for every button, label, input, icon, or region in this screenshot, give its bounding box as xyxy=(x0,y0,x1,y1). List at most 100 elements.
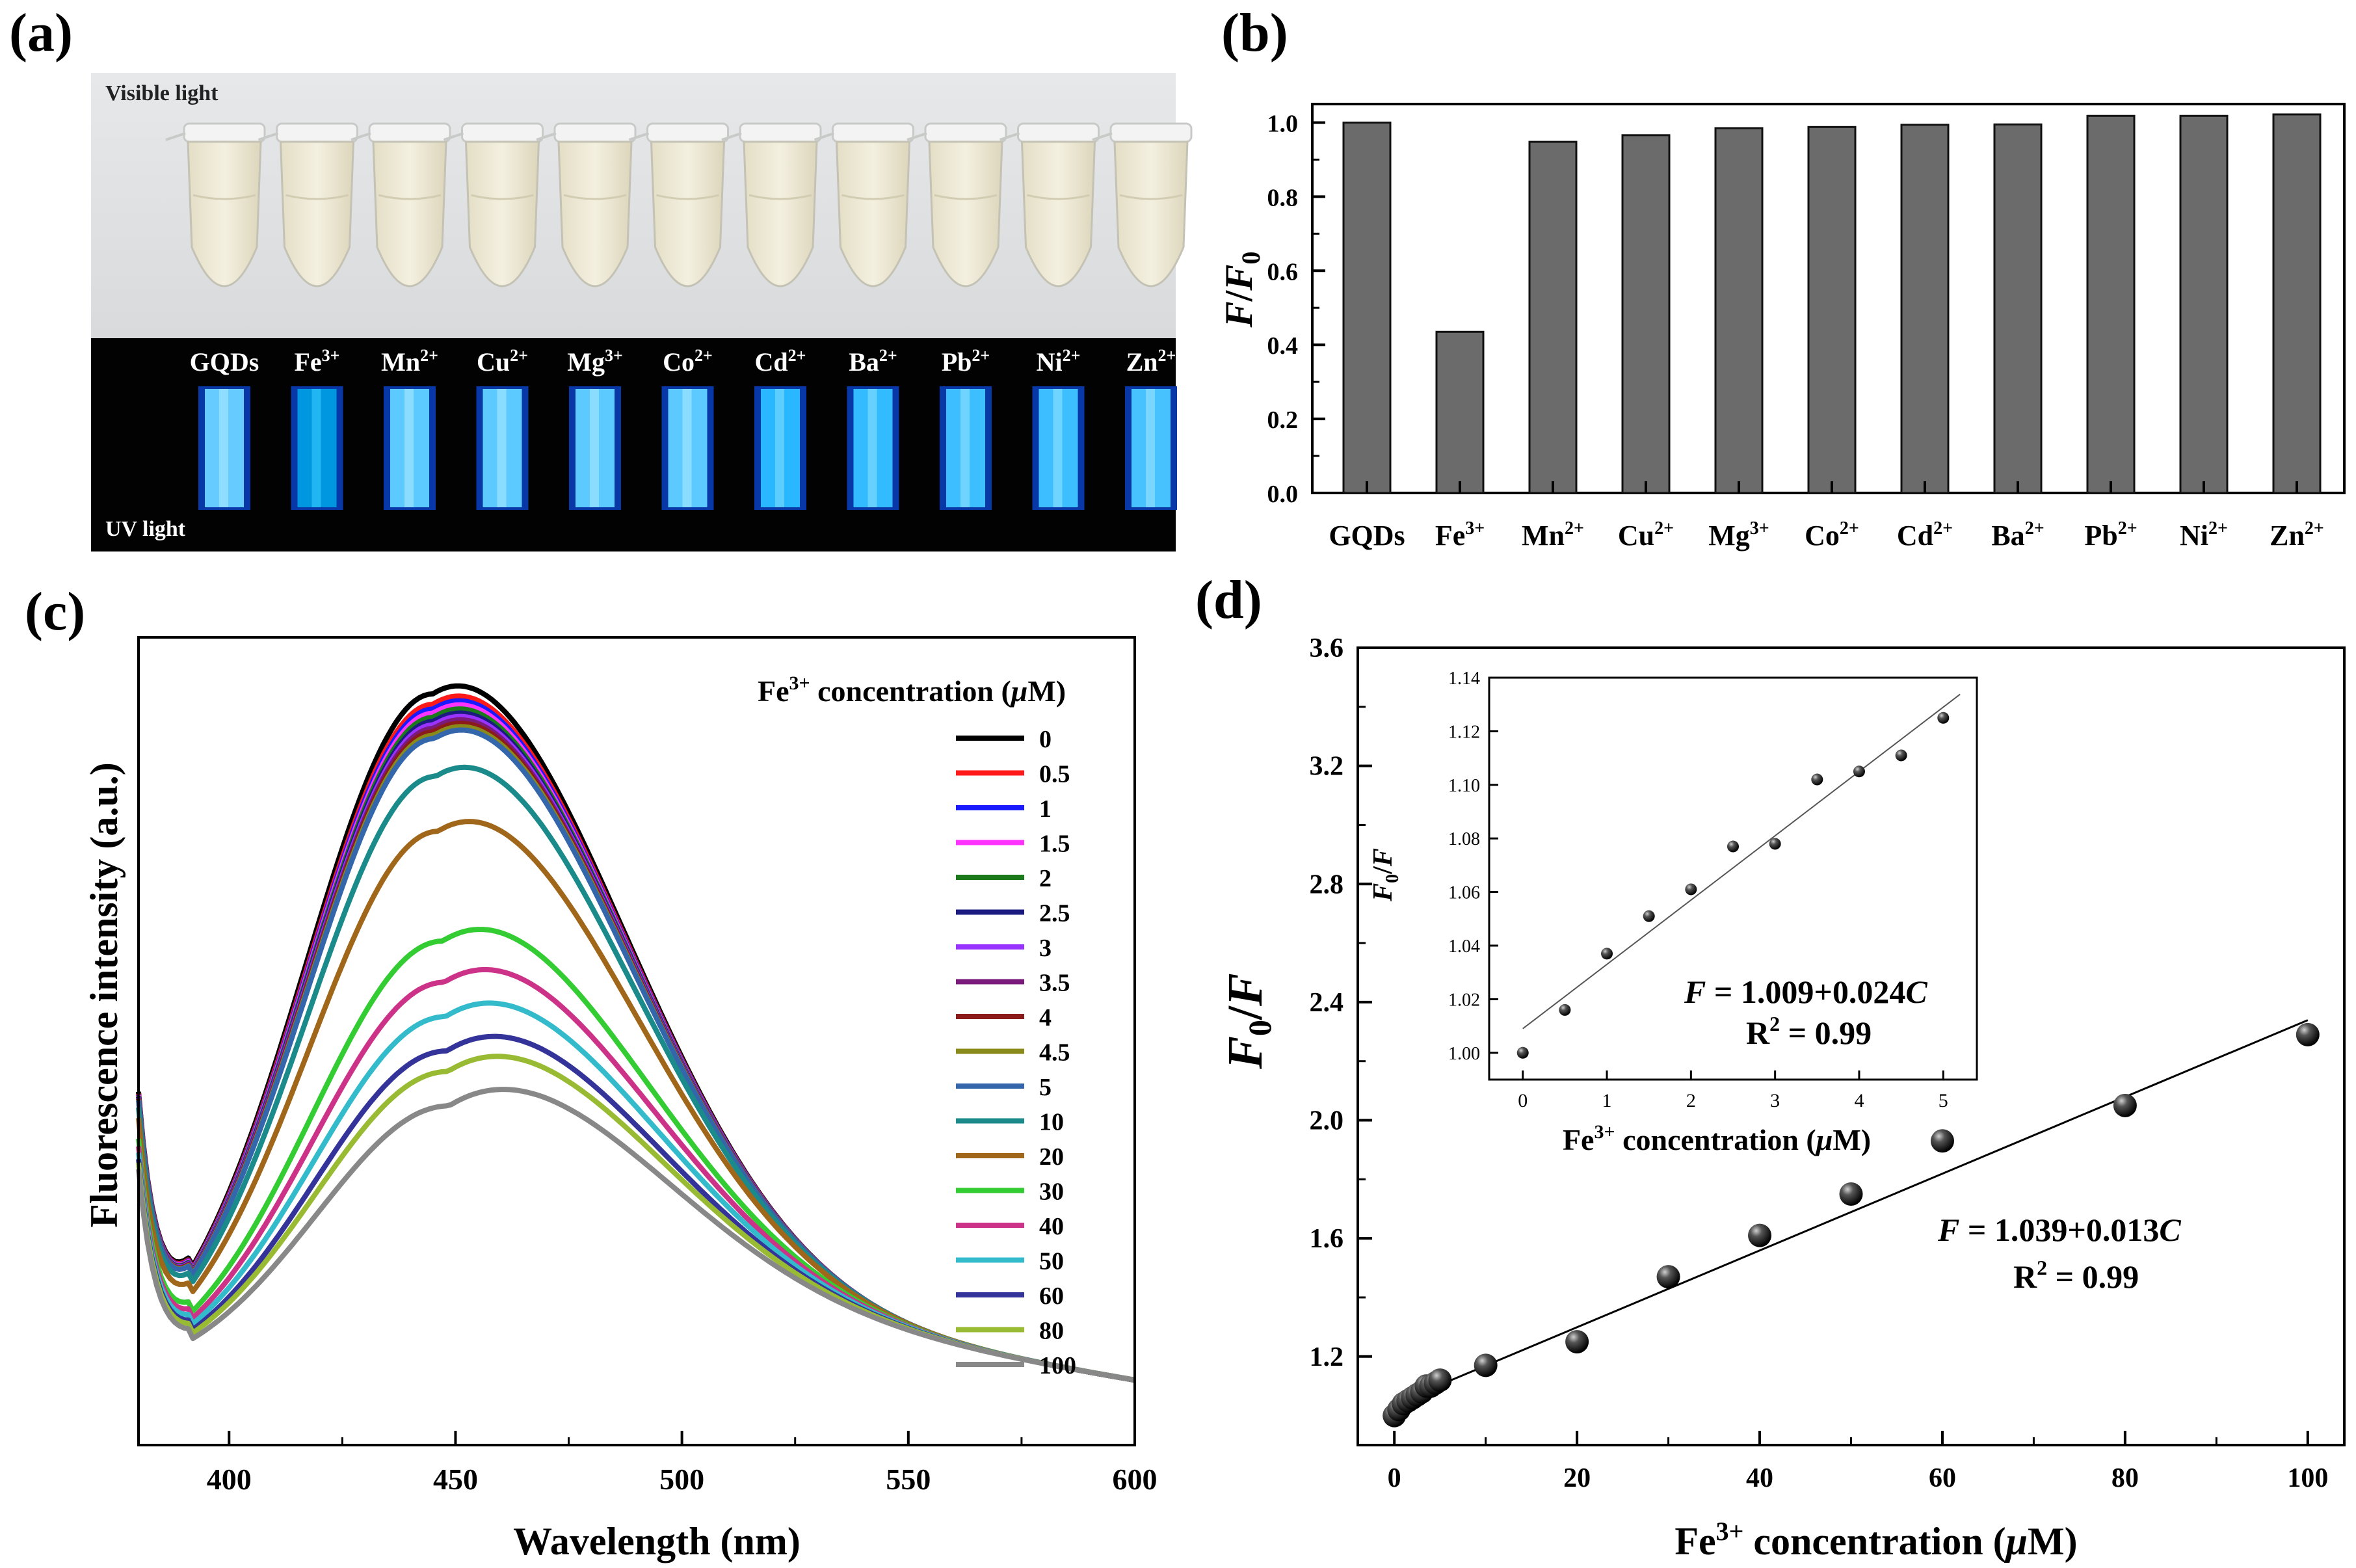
scatter-r2-sup: 2 xyxy=(2037,1256,2047,1279)
scatter-ylabel-f: F xyxy=(1218,973,1273,1007)
tube-6 xyxy=(721,122,822,287)
tube-cap xyxy=(646,122,729,143)
tube-meniscus xyxy=(748,194,812,200)
inset-ylabel: F0/F xyxy=(1368,848,1403,902)
bar-xtick-label-0: GQDs xyxy=(1329,520,1405,551)
scatter-xtick-label: 0 xyxy=(1388,1463,1401,1493)
uv-label-4-sup: 3+ xyxy=(605,346,623,365)
scatter-r2-pre: R xyxy=(2013,1258,2037,1295)
scatter-xlabel-sup: 3+ xyxy=(1716,1517,1744,1546)
uv-label-2: Mn2+ xyxy=(381,346,438,377)
bar-4 xyxy=(1714,127,1764,494)
tube-meniscus xyxy=(378,194,442,200)
legend-label-2: 2 xyxy=(1039,865,1052,892)
bar-ytick-label: 1.0 xyxy=(1267,110,1299,137)
inset-xlabel-post: concentration ( xyxy=(1615,1123,1816,1156)
uv-tube-highlight xyxy=(682,389,692,507)
spectra-ylabel: Fluorescence intensity (a.u.) xyxy=(83,762,126,1227)
tube-body xyxy=(279,140,355,287)
scatter-ytick-label: 3.2 xyxy=(1310,752,1344,782)
scatter-fit-line xyxy=(1394,1019,2309,1405)
tube-meniscus xyxy=(563,194,627,200)
scatter-point-10 xyxy=(1428,1368,1452,1392)
spectra-xtick-label: 500 xyxy=(659,1463,704,1496)
tube-hinge xyxy=(165,132,186,141)
uv-tube-highlight xyxy=(1146,389,1155,507)
scatter-eq-c: C xyxy=(2159,1212,2181,1248)
legend-title-unit: M) xyxy=(1027,674,1066,708)
scatter-ytick-label: 2.4 xyxy=(1310,988,1344,1018)
panel-label-a: (a) xyxy=(9,3,73,63)
tube-10 xyxy=(1092,122,1193,287)
scatter-xlabel-pre: Fe xyxy=(1674,1520,1715,1563)
scatter-eq-f: F xyxy=(1937,1212,1959,1248)
inset-xlabel-pre: Fe xyxy=(1563,1123,1595,1156)
tube-5 xyxy=(628,122,729,287)
uv-label-10-base: Zn xyxy=(1126,347,1158,377)
legend-label-40: 40 xyxy=(1039,1213,1064,1240)
inset-point-1 xyxy=(1559,1003,1571,1016)
inset-plot-frame xyxy=(1488,676,1978,1081)
inset-axes: 0 1 2 3 4 5 1.00 1.02 1.04 1.06 1.08 1.10 1.12 1.14 xyxy=(1448,669,1978,1111)
uv-label-5-sup: 2+ xyxy=(695,346,713,365)
uv-tube-highlight xyxy=(590,389,599,507)
bar-3 xyxy=(1621,134,1671,494)
tube-cap xyxy=(553,122,637,143)
legend-label-5: 5 xyxy=(1039,1074,1052,1101)
tube-cap xyxy=(276,122,358,143)
scatter-equation: F = 1.039+0.013C xyxy=(1937,1212,2181,1248)
bar-xtick-label-2-base: Mn xyxy=(1522,520,1565,551)
uv-label-7: Ba2+ xyxy=(849,346,897,377)
tube-4 xyxy=(536,122,637,287)
bar-9 xyxy=(2179,114,2229,494)
bar-xtick-label-2-sup: 2+ xyxy=(1565,518,1584,538)
tube-9 xyxy=(999,122,1100,287)
bar-xtick-label-7: Ba2+ xyxy=(1991,518,2044,551)
bar-xtick-label-9-sup: 2+ xyxy=(2208,518,2228,538)
tube-meniscus xyxy=(471,194,534,200)
spectra-legend: Fe3+ concentration (μM) 0 0.5 1 1.5 2 2.5 3 3.5 4… xyxy=(758,672,1076,1379)
bar-xtick-label-9-base: Ni xyxy=(2180,520,2208,551)
inset-point-2 xyxy=(1601,948,1613,960)
spectrum-line-100 xyxy=(136,1087,1135,1383)
uv-tube-10 xyxy=(1125,386,1177,510)
scatter-point-16 xyxy=(1930,1129,1954,1153)
legend-title-pre: Fe xyxy=(758,674,789,708)
bar-xtick-label-3-sup: 2+ xyxy=(1654,518,1674,538)
bar-xtick-label-5-base: Co xyxy=(1805,520,1840,551)
scatter-point-12 xyxy=(1565,1330,1589,1354)
uv-tube-5 xyxy=(661,386,714,510)
tube-3 xyxy=(443,122,544,287)
bar-ytick-label: 0.2 xyxy=(1267,406,1299,434)
legend-label-3: 3 xyxy=(1039,935,1052,962)
bar-chart-ylabel: F/F0 xyxy=(1217,252,1265,328)
tube-cap xyxy=(832,122,914,143)
uv-label-0-base: GQDs xyxy=(190,347,259,377)
bar-ytick-label: 0.4 xyxy=(1267,332,1299,360)
tube-hinge xyxy=(814,132,835,141)
inset-r2-pre: R xyxy=(1746,1015,1770,1051)
inset-point-6 xyxy=(1769,838,1781,850)
scatter-eq-rest: = 1.039+0.013 xyxy=(1959,1212,2159,1248)
inset-xtick-label: 0 xyxy=(1518,1090,1528,1111)
bar-xtick-label-4-base: Mg xyxy=(1708,520,1750,551)
scatter-point-11 xyxy=(1474,1353,1498,1377)
tube-cap xyxy=(368,122,451,143)
spectra-curves xyxy=(136,683,1135,1383)
legend-label-0: 0 xyxy=(1039,726,1052,753)
bar-2 xyxy=(1528,140,1578,494)
spectra-plot-frame xyxy=(137,636,1136,1446)
uv-label-6-base: Cd xyxy=(755,347,788,377)
inset-xlabel-sup: 3+ xyxy=(1594,1121,1615,1143)
bar-xtick-label-0-base: GQDs xyxy=(1329,520,1405,551)
scatter-xlabel-post: concentration ( xyxy=(1743,1520,2005,1563)
uv-label-3-base: Cu xyxy=(477,347,510,377)
spectra-xtick-label: 600 xyxy=(1113,1463,1158,1496)
bar-xtick-label-6-base: Cd xyxy=(1897,520,1933,551)
scatter-point-18 xyxy=(2296,1022,2320,1046)
scatter-xlabel: Fe3+ concentration (μM) xyxy=(1674,1517,2077,1563)
scatter-point-17 xyxy=(2113,1093,2137,1117)
